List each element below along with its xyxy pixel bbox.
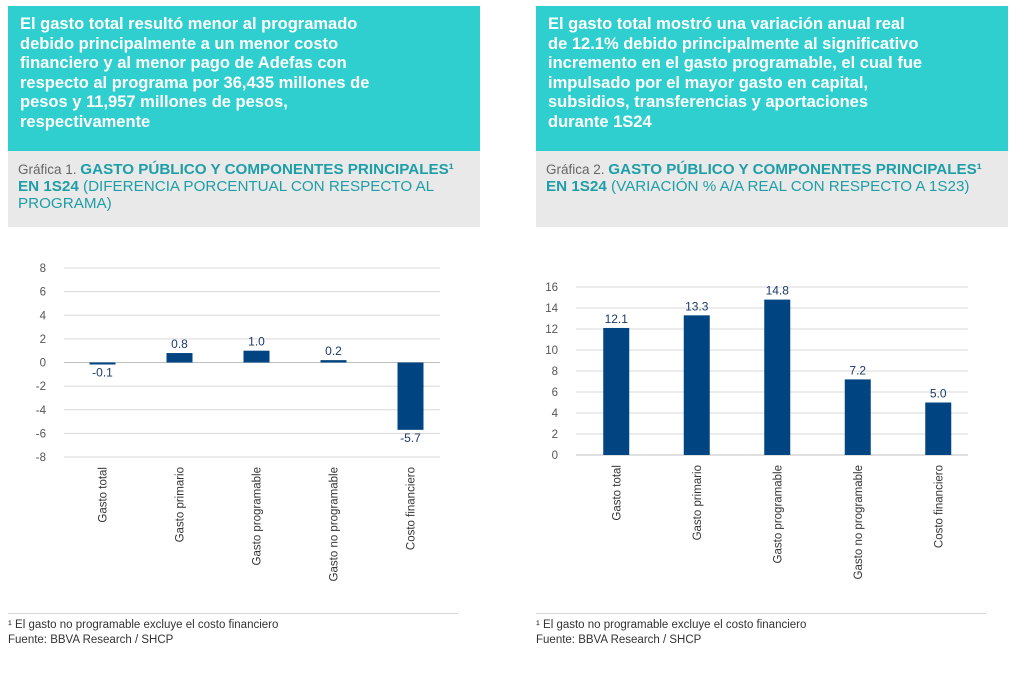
bar-costo-financiero [925, 402, 952, 455]
data-label: 13.3 [685, 299, 709, 313]
left-headline: El gasto total resultó menor al programa… [8, 6, 480, 151]
bar-gasto-no-programable [844, 379, 871, 455]
left-note: ¹ El gasto no programable excluye el cos… [8, 613, 458, 648]
y-tick-label: 14 [545, 303, 558, 315]
right-chart-title-paren: (VARIACIÓN % A/A REAL CON RESPECTO A 1S2… [606, 178, 970, 195]
right-panel: El gasto total mostró una variación anua… [536, 6, 1008, 646]
y-tick-label: -4 [36, 405, 47, 417]
y-tick-label: -8 [36, 452, 46, 464]
category-label: Gasto no programable [329, 467, 341, 581]
left-chart-title-bold: GASTO PÚBLICO Y COMPONENTES PRINCIPALES¹… [18, 161, 454, 195]
y-tick-label: 16 [545, 282, 558, 294]
y-tick-label: 4 [552, 408, 559, 420]
category-label: Gasto total [98, 467, 110, 523]
bar-gasto-total [89, 362, 116, 365]
y-tick-label: 0 [552, 450, 558, 462]
left-footnote: ¹ El gasto no programable excluye el cos… [8, 619, 279, 631]
left-panel: El gasto total resultó menor al programa… [8, 6, 480, 646]
y-tick-label: 6 [552, 387, 558, 399]
y-tick-label: 12 [545, 324, 558, 336]
right-chart-title-bold: GASTO PÚBLICO Y COMPONENTES PRINCIPALES¹… [546, 161, 982, 195]
data-label: -0.1 [92, 366, 113, 380]
y-tick-label: 8 [40, 263, 46, 275]
category-label: Gasto programable [772, 465, 784, 563]
y-tick-label: 0 [40, 358, 46, 370]
y-tick-label: -2 [36, 381, 46, 393]
data-label: 12.1 [605, 312, 629, 326]
bar-gasto-primario [166, 353, 193, 363]
category-label: Gasto no programable [853, 465, 865, 579]
y-tick-label: 10 [545, 345, 558, 357]
category-label: Gasto primario [175, 467, 187, 542]
data-label: 1.0 [248, 335, 265, 349]
right-footnote: ¹ El gasto no programable excluye el cos… [536, 619, 807, 631]
data-label: 14.8 [766, 284, 790, 298]
left-chart-title-paren: (DIFERENCIA PORCENTUAL CON RESPECTO AL P… [18, 178, 434, 212]
right-headline: El gasto total mostró una variación anua… [536, 6, 1008, 151]
data-label: 7.2 [849, 363, 866, 377]
left-source: Fuente: BBVA Research / SHCP [8, 634, 174, 646]
bar-gasto-programable [764, 299, 791, 455]
category-label: Gasto primario [692, 465, 704, 540]
y-tick-label: 6 [40, 287, 46, 299]
data-label: 0.2 [325, 344, 342, 358]
bar-gasto-programable [243, 350, 270, 363]
category-label: Gasto programable [252, 467, 264, 565]
category-label: Costo financiero [406, 467, 418, 550]
y-tick-label: 2 [552, 429, 558, 441]
right-chart: 16 14 12 10 8 6 4 2 0 12.1 Gasto total 13.3 Gasto pr… [545, 282, 968, 579]
bar-costo-financiero [397, 362, 424, 430]
left-chart-label: Gráfica 1. [18, 162, 81, 177]
y-tick-label: -6 [36, 428, 46, 440]
right-chart-label: Gráfica 2. [546, 162, 609, 177]
bar-gasto-total [603, 327, 630, 455]
right-note: ¹ El gasto no programable excluye el cos… [536, 613, 986, 648]
left-chart-title: Gráfica 1. GASTO PÚBLICO Y COMPONENTES P… [8, 151, 480, 227]
left-chart: 8 6 4 2 0 -2 -4 -6 -8 -0.1 Gasto total 0.8 Gasto pri… [36, 263, 440, 581]
y-tick-label: 8 [552, 366, 558, 378]
y-tick-label: 2 [40, 334, 46, 346]
bar-gasto-no-programable [320, 360, 347, 363]
y-tick-label: 4 [40, 310, 47, 322]
bar-gasto-primario [683, 315, 710, 455]
right-chart-title: Gráfica 2. GASTO PÚBLICO Y COMPONENTES P… [536, 151, 1008, 227]
category-label: Gasto total [611, 465, 623, 521]
category-label: Costo financiero [933, 465, 945, 548]
data-label: 5.0 [930, 387, 947, 401]
data-label: 0.8 [171, 337, 188, 351]
data-label: -5.7 [400, 431, 421, 445]
right-source: Fuente: BBVA Research / SHCP [536, 634, 702, 646]
